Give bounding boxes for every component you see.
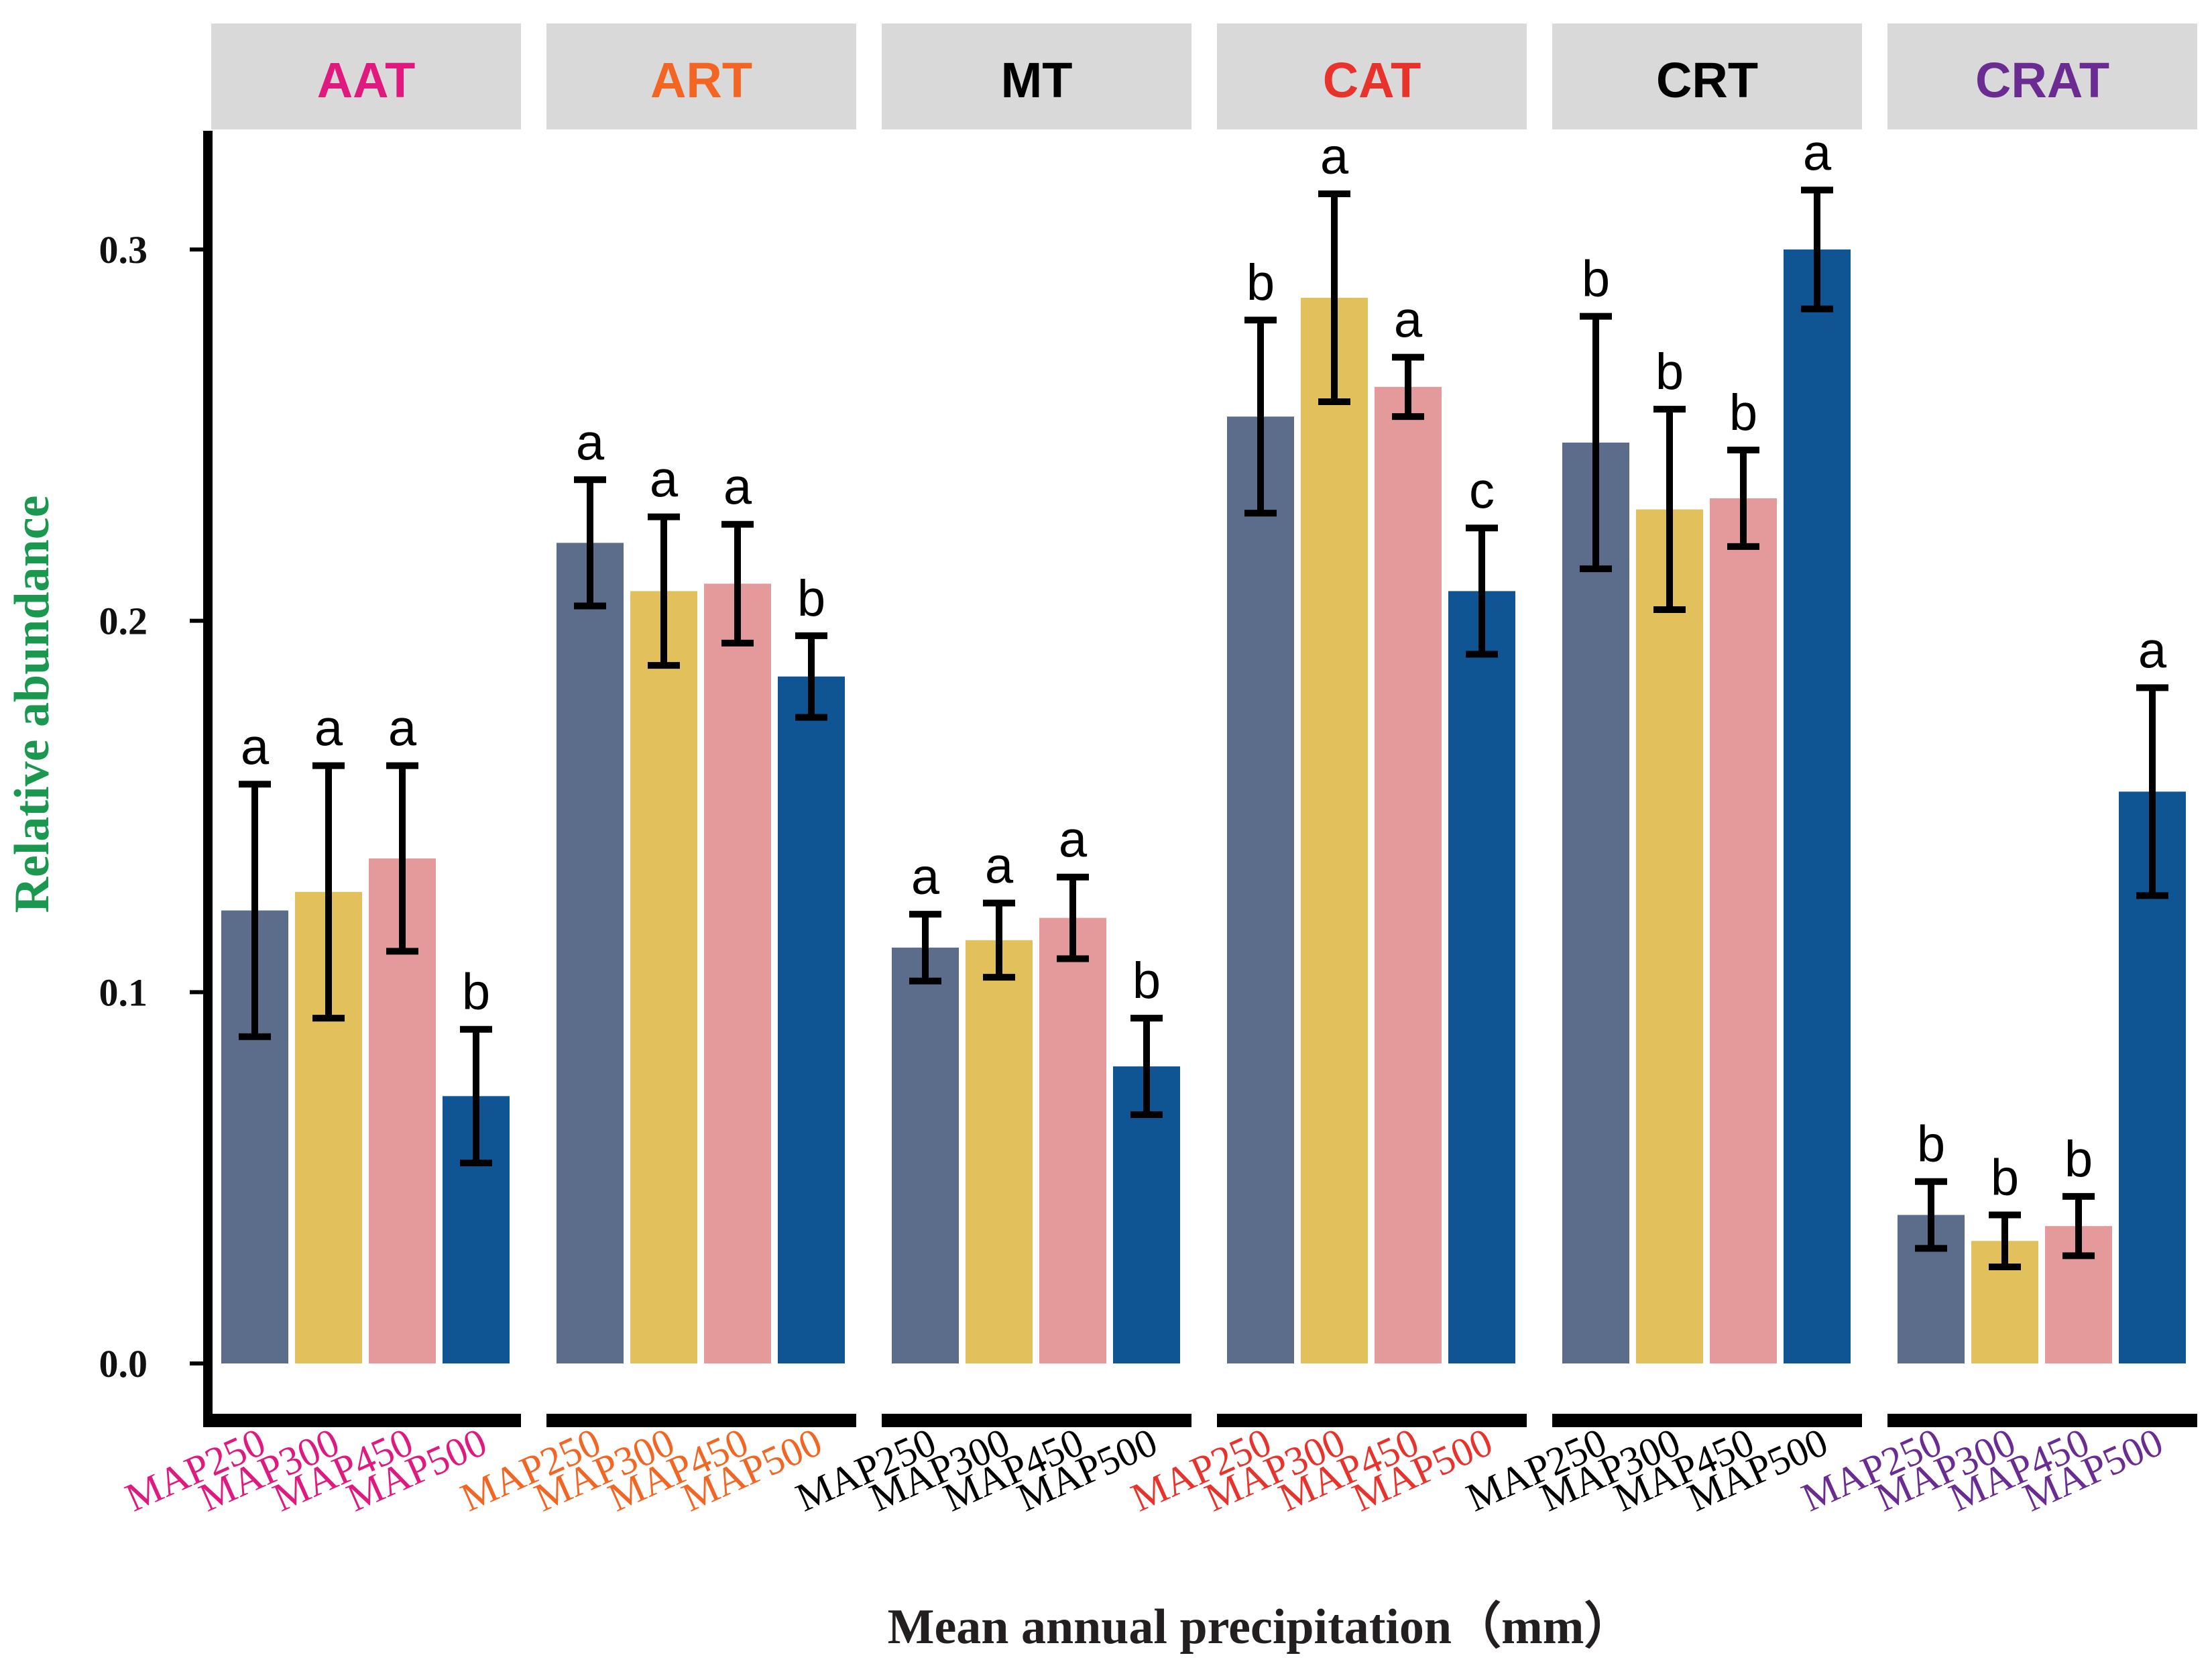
sig-letter-cat-map500: c bbox=[1469, 462, 1495, 519]
bar-crt-map450 bbox=[1710, 498, 1777, 1363]
bar-cat-map500 bbox=[1448, 591, 1515, 1364]
errorbar-mt-map450 bbox=[1057, 873, 1089, 962]
bar-crt-map500 bbox=[1784, 249, 1851, 1363]
y-tick-label: 0.3 bbox=[99, 228, 148, 272]
errorbar-crt-map300 bbox=[1653, 406, 1686, 614]
facet-strip-crat bbox=[1887, 23, 2197, 129]
sig-letter-crat-map300: b bbox=[1991, 1150, 2019, 1207]
bars-layer bbox=[221, 249, 2186, 1364]
sig-letter-mt-map300: a bbox=[985, 837, 1014, 894]
errorbar-crat-map300 bbox=[1989, 1211, 2021, 1271]
facet-strips: AAT ART MT CAT CRT CRAT bbox=[211, 23, 2197, 129]
sig-letter-art-map250: a bbox=[576, 414, 605, 471]
bar-crt-map250 bbox=[1562, 442, 1629, 1363]
sig-letter-crat-map500: a bbox=[2138, 622, 2167, 679]
errorbar-art-map250 bbox=[574, 476, 606, 610]
errorbar-crat-map500 bbox=[2136, 684, 2168, 899]
errorbar-crt-map250 bbox=[1580, 313, 1612, 573]
errorbars-layer bbox=[239, 186, 2168, 1271]
sig-letter-art-map450: a bbox=[723, 459, 752, 516]
bar-mt-map450 bbox=[1039, 917, 1106, 1363]
bar-cat-map450 bbox=[1375, 386, 1442, 1363]
sig-letter-art-map500: b bbox=[797, 570, 825, 627]
facet-strip-aat bbox=[211, 23, 521, 129]
sig-letter-mt-map250: a bbox=[911, 848, 940, 905]
sig-letter-aat-map450: a bbox=[388, 700, 417, 757]
errorbar-mt-map500 bbox=[1130, 1015, 1163, 1119]
x-axis-title: Mean annual precipitation（mm） bbox=[888, 1600, 1634, 1655]
errorbar-aat-map300 bbox=[312, 762, 345, 1022]
sig-letter-crt-map300: b bbox=[1655, 343, 1684, 400]
sig-letter-mt-map500: b bbox=[1132, 952, 1161, 1009]
sig-letter-cat-map450: a bbox=[1394, 292, 1423, 349]
errorbar-aat-map450 bbox=[386, 762, 418, 955]
sig-letter-crt-map450: b bbox=[1729, 384, 1757, 441]
sig-letter-aat-map250: a bbox=[241, 718, 270, 775]
errorbar-cat-map300 bbox=[1318, 190, 1350, 406]
y-axis-title: Relative abundance bbox=[5, 496, 60, 913]
bar-art-map450 bbox=[704, 583, 771, 1363]
y-tick-label: 0.2 bbox=[99, 600, 148, 643]
y-tick-label: 0.1 bbox=[99, 970, 148, 1014]
bar-art-map300 bbox=[630, 591, 697, 1364]
x-tick-label-crat-map500: MAP500 bbox=[2016, 1420, 2169, 1520]
facet-title-crat: CRAT bbox=[1975, 52, 2109, 108]
errorbar-crt-map450 bbox=[1727, 446, 1759, 550]
bar-art-map500 bbox=[778, 676, 845, 1363]
facet-strip-crt bbox=[1552, 23, 1862, 129]
x-axis-segment bbox=[546, 1414, 856, 1427]
bar-art-map250 bbox=[557, 543, 624, 1363]
errorbar-crt-map500 bbox=[1801, 186, 1833, 313]
facet-title-cat: CAT bbox=[1323, 52, 1421, 108]
sig-letter-mt-map450: a bbox=[1059, 812, 1088, 869]
bar-mt-map250 bbox=[892, 947, 959, 1363]
bar-crt-map300 bbox=[1636, 509, 1703, 1363]
y-tick-label: 0.0 bbox=[99, 1342, 148, 1386]
sig-letter-crt-map250: b bbox=[1582, 251, 1610, 308]
sig-letter-art-map300: a bbox=[650, 451, 679, 508]
facet-title-aat: AAT bbox=[317, 52, 416, 108]
sig-letter-cat-map250: b bbox=[1246, 254, 1275, 311]
x-axis-segment bbox=[882, 1414, 1191, 1427]
facet-title-mt: MT bbox=[1001, 52, 1073, 108]
facet-strip-art bbox=[546, 23, 856, 129]
errorbar-art-map450 bbox=[721, 520, 754, 647]
bar-mt-map300 bbox=[966, 940, 1033, 1363]
facet-strip-mt bbox=[882, 23, 1191, 129]
errorbar-cat-map250 bbox=[1244, 317, 1277, 517]
facet-title-crt: CRT bbox=[1656, 52, 1758, 108]
x-axis-segment bbox=[1887, 1414, 2197, 1427]
axes-layer: 0.0 0.1 0.2 0.3 bbox=[99, 131, 2197, 1427]
errorbar-cat-map450 bbox=[1392, 353, 1424, 421]
errorbar-aat-map500 bbox=[460, 1025, 492, 1167]
x-tick-labels-layer: MAP250MAP300MAP450MAP500MAP250MAP300MAP4… bbox=[119, 1420, 2169, 1520]
facet-strip-cat bbox=[1217, 23, 1527, 129]
errorbar-cat-map500 bbox=[1466, 524, 1498, 658]
x-axis-segment bbox=[1217, 1414, 1527, 1427]
errorbar-art-map500 bbox=[795, 632, 827, 721]
sig-letter-crat-map250: b bbox=[1917, 1116, 1945, 1173]
errorbar-crat-map250 bbox=[1915, 1178, 1947, 1252]
sig-letter-cat-map300: a bbox=[1320, 128, 1349, 185]
bar-cat-map250 bbox=[1227, 416, 1294, 1363]
x-axis-segment bbox=[211, 1414, 521, 1427]
x-axis-segment bbox=[1552, 1414, 1862, 1427]
errorbar-aat-map250 bbox=[239, 781, 271, 1040]
facet-title-art: ART bbox=[650, 52, 752, 108]
sig-letter-aat-map300: a bbox=[314, 700, 343, 757]
sig-letter-aat-map500: b bbox=[462, 964, 490, 1021]
errorbar-crat-map450 bbox=[2062, 1192, 2095, 1260]
sig-letter-crt-map500: a bbox=[1803, 124, 1832, 181]
bar-cat-map300 bbox=[1301, 297, 1368, 1363]
errorbar-mt-map300 bbox=[983, 899, 1015, 981]
errorbar-mt-map250 bbox=[909, 911, 941, 985]
sig-letter-crat-map450: b bbox=[2064, 1131, 2093, 1188]
y-axis-line bbox=[203, 131, 213, 1427]
errorbar-art-map300 bbox=[648, 513, 680, 669]
